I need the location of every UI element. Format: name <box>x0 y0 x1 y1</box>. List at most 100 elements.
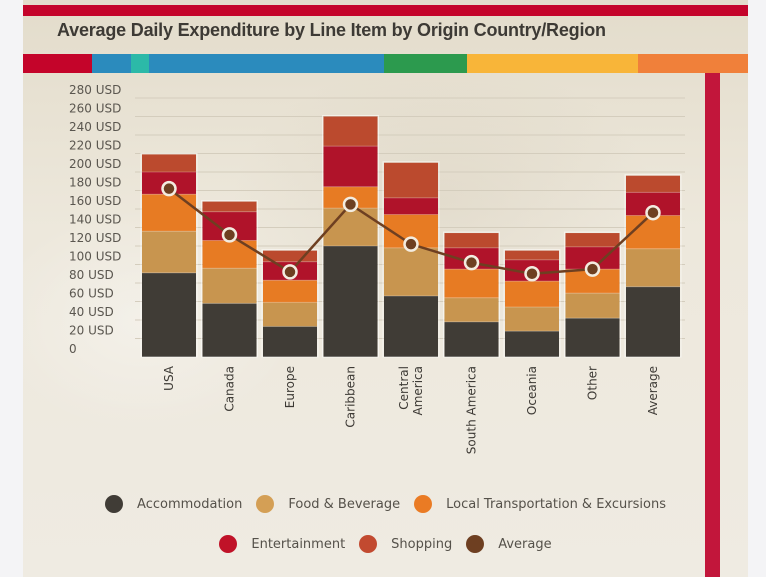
x-tick-label: Other <box>586 366 600 400</box>
y-tick-label: 120 USD <box>69 231 121 245</box>
bar-segment <box>565 233 620 247</box>
average-marker <box>161 180 177 197</box>
bar-stack <box>624 174 682 358</box>
y-tick-label: 100 USD <box>69 250 121 264</box>
x-tick-label: Oceania <box>525 366 539 415</box>
bar-segment <box>626 175 680 193</box>
x-tick-label: Europe <box>283 366 297 408</box>
chart-area: 0 20 USD 40 USD 60 USD 80 USD 100 USD 120 USD 1… <box>69 83 685 454</box>
bar-outline <box>140 152 198 358</box>
legend-label: Food & Beverage <box>288 496 401 512</box>
bar-segment <box>323 116 378 147</box>
x-axis: USA Canada Europe Caribbean Central America So… <box>162 365 660 454</box>
y-tick-label: 160 USD <box>69 194 121 208</box>
average-marker <box>645 204 661 221</box>
bar-segment <box>384 295 438 357</box>
legend-item[interactable]: Local Transportation & Excursions <box>414 495 666 513</box>
y-tick-label: 20 USD <box>69 324 114 338</box>
chart-title: Average Daily Expenditure by Line Item b… <box>57 20 606 40</box>
y-tick-label: 80 USD <box>69 268 114 282</box>
chart-panel: Average Daily Expenditure by Line Item b… <box>23 0 748 577</box>
bar-segment <box>202 268 257 304</box>
legend-row: Accommodation Food & Beverage Local Transp… <box>23 492 748 516</box>
legend-label: Accommodation <box>137 496 243 512</box>
average-marker <box>403 236 419 252</box>
y-tick-label: 180 USD <box>69 176 121 190</box>
x-tick-label: South America <box>465 366 479 454</box>
y-tick-label: 140 USD <box>69 213 121 227</box>
y-tick-label: 0 <box>69 342 77 356</box>
bar-segment <box>263 302 317 327</box>
bar-segment <box>142 231 196 273</box>
x-tick-label: America <box>411 366 425 416</box>
color-band-segment-blue <box>92 54 132 73</box>
legend-item[interactable]: Food & Beverage <box>256 495 400 513</box>
bar-segment <box>626 248 680 287</box>
average-marker <box>463 254 480 271</box>
legend-item[interactable]: Entertainment <box>219 535 345 553</box>
bar-outline <box>382 161 440 358</box>
color-band-segment-green <box>383 54 467 73</box>
bar-stack <box>382 161 440 358</box>
y-tick-label: 60 USD <box>69 287 114 301</box>
legend-swatch-icon <box>256 495 275 513</box>
bar-segment <box>384 162 438 198</box>
y-tick-label: 40 USD <box>69 305 114 319</box>
bar-segment <box>263 326 317 357</box>
y-tick-label: 260 USD <box>69 102 121 116</box>
legend: Accommodation Food & Beverage Local Transp… <box>23 492 748 572</box>
average-marker <box>282 264 298 280</box>
bars <box>140 115 682 358</box>
bar-segment <box>263 280 317 303</box>
legend-swatch-icon <box>359 535 378 553</box>
bar-outline <box>503 249 561 358</box>
color-band-segment-teal <box>131 54 149 73</box>
bar-stack <box>140 152 198 358</box>
legend-item[interactable]: Shopping <box>359 535 452 553</box>
bar-stack <box>261 249 319 358</box>
bar-segment <box>142 272 196 357</box>
bar-segment <box>142 154 196 172</box>
bar-segment <box>444 269 499 298</box>
bar-stack <box>322 115 379 358</box>
legend-label: Shopping <box>391 536 453 552</box>
bar-segment <box>202 303 257 357</box>
bar-outline <box>201 200 258 358</box>
bar-segment <box>505 281 559 308</box>
legend-label: Average <box>498 536 552 552</box>
bar-outline <box>443 231 500 358</box>
bar-segment <box>565 246 620 270</box>
bar-segment <box>202 240 257 269</box>
top-accent-bar <box>23 5 748 16</box>
color-band <box>23 54 748 73</box>
bar-segment <box>505 307 559 332</box>
bar-segment <box>202 201 257 212</box>
bar-segment <box>626 215 680 249</box>
color-band-segment-yellow <box>466 54 638 73</box>
bar-segment <box>263 250 317 262</box>
bar-segment <box>142 194 196 232</box>
x-tick-label: Caribbean <box>344 366 358 428</box>
average-marker <box>221 227 238 243</box>
bar-segment <box>505 331 559 357</box>
bar-segment <box>384 247 438 296</box>
bar-segment <box>444 297 499 322</box>
legend-swatch-icon <box>414 495 433 513</box>
bar-segment <box>626 192 680 216</box>
bar-segment <box>323 146 378 187</box>
legend-item[interactable]: Accommodation <box>105 495 242 513</box>
x-tick-label: Central <box>397 366 411 410</box>
y-tick-label: 200 USD <box>69 157 121 171</box>
legend-row: Entertainment Shopping Average <box>23 532 748 556</box>
bar-segment <box>505 250 559 260</box>
y-tick-label: 240 USD <box>69 120 121 134</box>
bar-segment <box>565 293 620 319</box>
bar-stack <box>443 231 500 358</box>
bar-segment <box>626 286 680 357</box>
legend-label: Entertainment <box>251 536 346 552</box>
color-band-segment-blue <box>148 54 384 73</box>
legend-item[interactable]: Average <box>466 535 552 553</box>
color-band-segment-orange <box>637 54 748 73</box>
y-tick-label: 280 USD <box>69 83 121 97</box>
legend-swatch-icon <box>219 535 238 553</box>
